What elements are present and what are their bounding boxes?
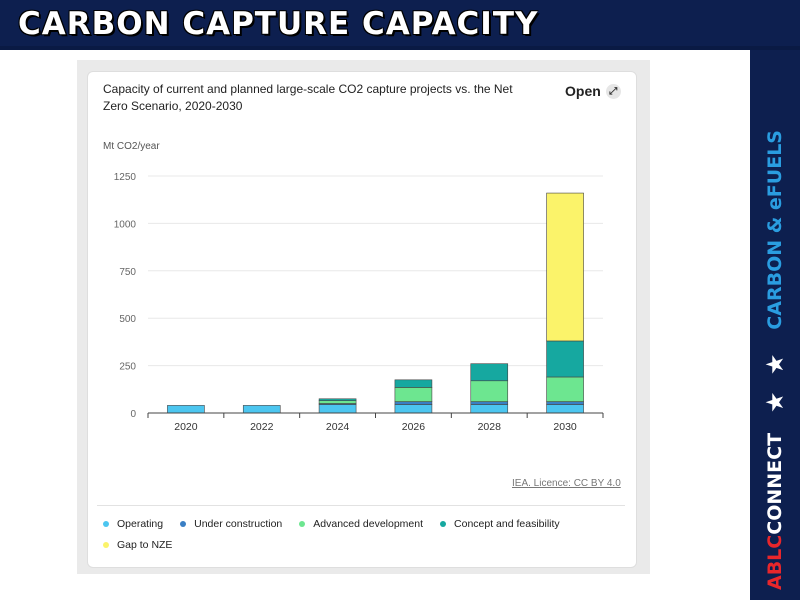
bar-segment	[470, 363, 509, 382]
chart-legend: Operating Under construction Advanced deve…	[103, 516, 623, 552]
x-tick-label: 2022	[250, 421, 274, 433]
y-tick-label: 1000	[114, 219, 137, 230]
bar-segment	[318, 400, 357, 404]
x-tick-label: 2026	[402, 421, 426, 433]
legend-item[interactable]: Under construction	[180, 516, 282, 531]
legend-item[interactable]: Gap to NZE	[103, 537, 172, 552]
legend-dot-icon	[103, 541, 109, 548]
legend-label: Advanced development	[313, 517, 424, 530]
bar-segment	[546, 376, 584, 402]
legend-divider	[97, 505, 625, 506]
legend-label: Operating	[117, 517, 164, 530]
bar-segment	[546, 192, 584, 342]
x-tick-labels: 2020 2022 2024 2026 2028 2030	[174, 421, 577, 433]
bar-segment	[394, 404, 433, 414]
slide-title: CARBON CAPTURE CAPACITY	[18, 6, 539, 42]
chart-card	[87, 71, 637, 568]
y-tick-label: 500	[119, 314, 136, 325]
legend-dot-icon	[299, 520, 306, 527]
bar-segment	[546, 404, 584, 414]
chart-title: Capacity of current and planned large-sc…	[103, 82, 513, 113]
legend-label: Gap to NZE	[117, 538, 173, 551]
y-tick-label: 750	[119, 267, 136, 278]
y-tick-labels: 0 250 500 750 1000 1250	[114, 172, 137, 420]
bar-segment	[470, 380, 509, 402]
legend-label: Concept and feasibility	[454, 517, 560, 530]
y-axis-unit: Mt CO2/year	[103, 141, 160, 152]
y-tick-label: 1250	[114, 172, 137, 183]
legend-dot-icon	[103, 520, 109, 527]
legend-label: Under construction	[194, 517, 283, 530]
x-tick-label: 2024	[326, 421, 350, 433]
legend-dot-icon	[440, 520, 447, 527]
open-button-label: Open	[565, 83, 601, 99]
y-tick-label: 250	[119, 362, 136, 373]
bar-segment	[318, 404, 357, 414]
open-button[interactable]: Open ⤢	[565, 80, 621, 102]
bar-segment	[167, 405, 205, 414]
side-banner	[750, 50, 800, 600]
bar-segment	[470, 401, 509, 405]
y-tick-label: 0	[130, 409, 136, 420]
x-tick-label: 2028	[478, 421, 502, 433]
bar-segment	[318, 398, 357, 401]
legend-item[interactable]: Operating	[103, 516, 163, 531]
legend-item[interactable]: Advanced development	[299, 516, 423, 531]
expand-icon: ⤢	[605, 83, 621, 99]
legend-dot-icon	[180, 520, 187, 527]
source-link[interactable]: IEA. Licence: CC BY 4.0	[512, 478, 621, 489]
x-tick-label: 2030	[553, 421, 577, 433]
legend-item[interactable]: Concept and feasibility	[440, 516, 560, 531]
bar-segment	[394, 387, 433, 402]
bar-segment	[242, 405, 281, 414]
bar-segment	[394, 379, 433, 388]
bars	[167, 192, 584, 414]
x-axis	[147, 412, 604, 418]
bar-segment	[470, 404, 509, 414]
bar-segment	[546, 340, 584, 378]
bar-segment	[394, 401, 433, 405]
x-tick-label: 2020	[174, 421, 198, 433]
grid-lines	[148, 175, 603, 367]
bar-segment	[546, 401, 584, 405]
title-bar-underline	[0, 46, 800, 50]
title-bar: CARBON CAPTURE CAPACITY	[0, 0, 800, 50]
